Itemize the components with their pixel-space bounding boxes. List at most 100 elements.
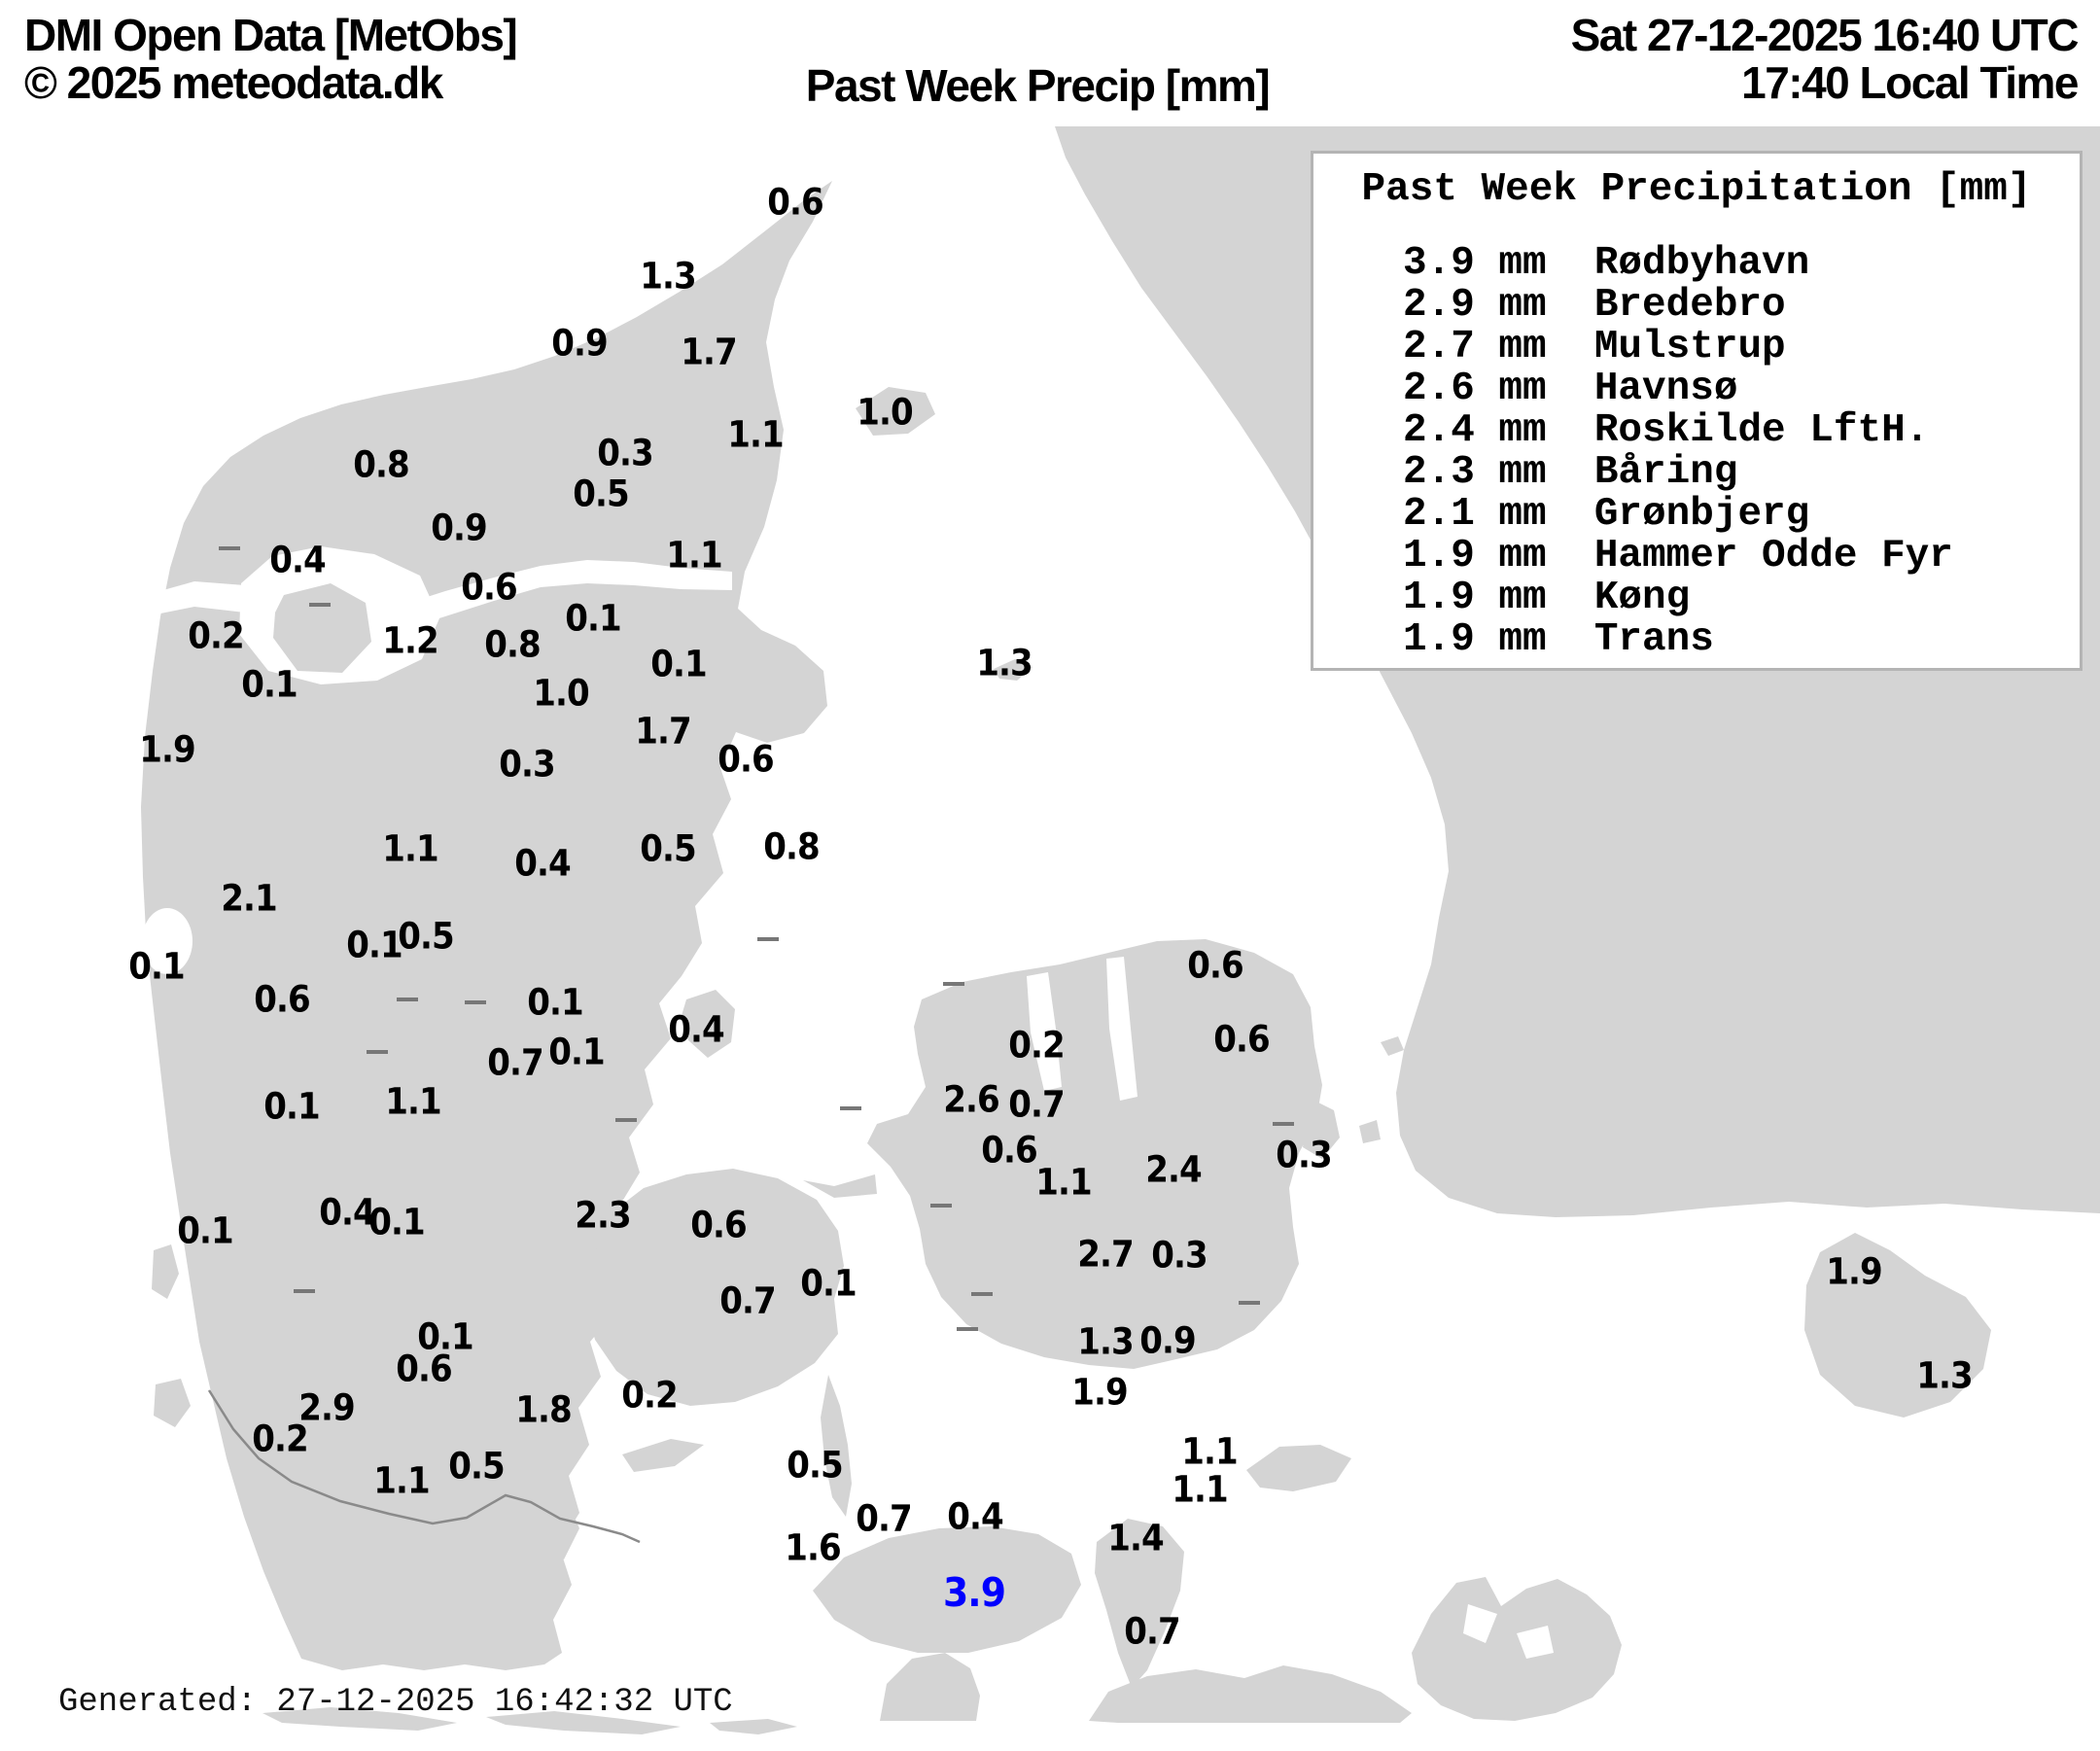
- station-value-label: 2.9: [298, 1386, 355, 1429]
- header-right: Sat 27-12-2025 16:40 UTC 17:40 Local Tim…: [1571, 12, 2080, 108]
- island-amager: [1303, 1099, 1340, 1159]
- station-value-label: 0.6: [718, 738, 774, 781]
- station-value-label: 0.7: [719, 1279, 776, 1322]
- station-value-label: 0.3: [1276, 1134, 1332, 1176]
- legend-entry: 2.7 mm Mulstrup: [1403, 325, 1786, 369]
- copyright-text: © 2025 meteodata.dk: [24, 57, 443, 108]
- station-value-label: 0.6: [461, 566, 517, 609]
- missing-data-dash: [840, 1106, 861, 1110]
- station-value-label: 0.5: [573, 473, 629, 515]
- station-value-label: 2.4: [1145, 1148, 1202, 1191]
- station-value-label: 1.1: [666, 534, 722, 577]
- station-value-label: 1.1: [385, 1080, 441, 1123]
- legend-title: Past Week Precipitation [mm]: [1361, 167, 2032, 212]
- legend-entries: 3.9 mm Rødbyhavn 2.9 mm Bredebro 2.7 mm Mu…: [1403, 243, 2080, 661]
- missing-data-dash: [367, 1050, 388, 1054]
- station-value-label: 1.3: [640, 255, 696, 298]
- station-value-label: 0.6: [1187, 944, 1243, 987]
- island-mors: [273, 583, 371, 673]
- station-value-label: 0.6: [981, 1129, 1037, 1172]
- wadden-islands-1: [262, 1707, 457, 1731]
- wadden-islands-3: [710, 1719, 797, 1734]
- ringkobing-fjord-water: [142, 908, 192, 974]
- timestamp-local: 17:40 Local Time: [1741, 57, 2079, 108]
- station-value-label: 0.1: [241, 663, 298, 706]
- station-value-label: 0.1: [565, 597, 621, 640]
- station-value-label: 0.1: [368, 1201, 425, 1243]
- station-value-label: 0.4: [514, 842, 571, 885]
- station-value-label: 0.1: [527, 981, 583, 1024]
- island-ven: [1381, 1036, 1404, 1056]
- island-laeso: [856, 387, 935, 436]
- station-value-label: 1.3: [1916, 1354, 1973, 1397]
- island-fano: [152, 1244, 179, 1299]
- map-title: Past Week Precip [mm]: [805, 60, 1271, 111]
- station-value-label: 1.9: [139, 728, 195, 771]
- missing-data-dash: [294, 1289, 315, 1293]
- missing-data-dash: [930, 1204, 952, 1208]
- island-funen: [585, 1169, 844, 1406]
- island-samso: [681, 990, 735, 1058]
- island-falster: [1095, 1519, 1184, 1688]
- ruegen-water-notch-2: [1517, 1626, 1554, 1659]
- station-value-label: 0.6: [396, 1348, 452, 1390]
- station-value-label: 1.4: [1107, 1517, 1164, 1559]
- ruegen-water-notch-1: [1463, 1604, 1497, 1643]
- station-value-label: 1.0: [533, 672, 589, 715]
- legend-entry: 2.1 mm Grønbjerg: [1403, 492, 1810, 537]
- legend-entry: 2.9 mm Bredebro: [1403, 283, 1786, 328]
- station-value-label: 0.7: [487, 1041, 543, 1084]
- station-value-label: 1.1: [1035, 1161, 1092, 1204]
- station-value-label: 0.1: [417, 1315, 473, 1358]
- station-value-label: 0.6: [767, 181, 823, 224]
- header-left: DMI Open Data [MetObs] © 2025 meteodata.…: [24, 12, 518, 108]
- legend-box: Past Week Precipitation [mm] 3.9 mm Rødb…: [1311, 151, 2082, 671]
- missing-data-dash: [971, 1292, 993, 1296]
- station-value-label: 0.5: [398, 915, 454, 958]
- missing-data-dash: [1239, 1301, 1260, 1305]
- missing-data-dash: [397, 998, 418, 1001]
- station-value-label: 0.8: [353, 443, 409, 486]
- station-value-label: 1.9: [1071, 1371, 1128, 1414]
- station-value-label: 0.4: [668, 1008, 724, 1051]
- station-value-label: 0.7: [856, 1497, 912, 1540]
- station-value-label: 0.6: [254, 978, 310, 1021]
- station-value-label: 0.8: [484, 623, 541, 666]
- station-value-label: 1.3: [976, 642, 1032, 684]
- station-value-label: 0.5: [448, 1445, 505, 1488]
- missing-data-dash: [757, 937, 779, 941]
- missing-data-dash: [1273, 1122, 1294, 1126]
- station-value-label: 0.3: [1151, 1234, 1208, 1277]
- island-saltholm: [1359, 1120, 1381, 1143]
- station-value-label: 1.1: [1181, 1430, 1238, 1473]
- missing-data-dash: [943, 982, 964, 986]
- island-anholt: [994, 659, 1032, 681]
- island-als: [525, 1486, 579, 1559]
- station-value-label: 2.3: [575, 1194, 631, 1237]
- missing-data-dash: [957, 1327, 978, 1331]
- isefjord-water: [1027, 972, 1062, 1091]
- station-value-label: 0.5: [640, 827, 696, 870]
- island-zealand: [867, 939, 1322, 1369]
- island-bornholm: [1804, 1233, 1991, 1418]
- station-value-label: 0.7: [1124, 1610, 1180, 1653]
- island-mon: [1246, 1445, 1351, 1491]
- station-value-label: 1.1: [1172, 1468, 1228, 1511]
- island-aero: [622, 1439, 704, 1472]
- legend-entry: 1.9 mm Trans: [1403, 617, 1714, 662]
- legend-entry: 3.9 mm Rødbyhavn: [1403, 241, 1810, 286]
- station-value-label: 0.6: [1213, 1018, 1270, 1061]
- station-value-label: 1.2: [382, 619, 438, 662]
- roskilde-fjord-water: [1106, 957, 1138, 1101]
- missing-data-dash: [615, 1118, 637, 1122]
- station-value-label: 0.8: [763, 825, 820, 868]
- station-value-label: 0.7: [1008, 1083, 1065, 1126]
- island-langeland: [821, 1375, 852, 1517]
- missing-data-dash: [219, 546, 240, 550]
- wadden-islands-2: [486, 1711, 681, 1734]
- station-value-label: 0.4: [269, 539, 326, 581]
- station-value-label: 1.9: [1826, 1250, 1882, 1293]
- station-value-label: 1.3: [1077, 1320, 1134, 1363]
- station-value-label: 0.6: [690, 1204, 747, 1246]
